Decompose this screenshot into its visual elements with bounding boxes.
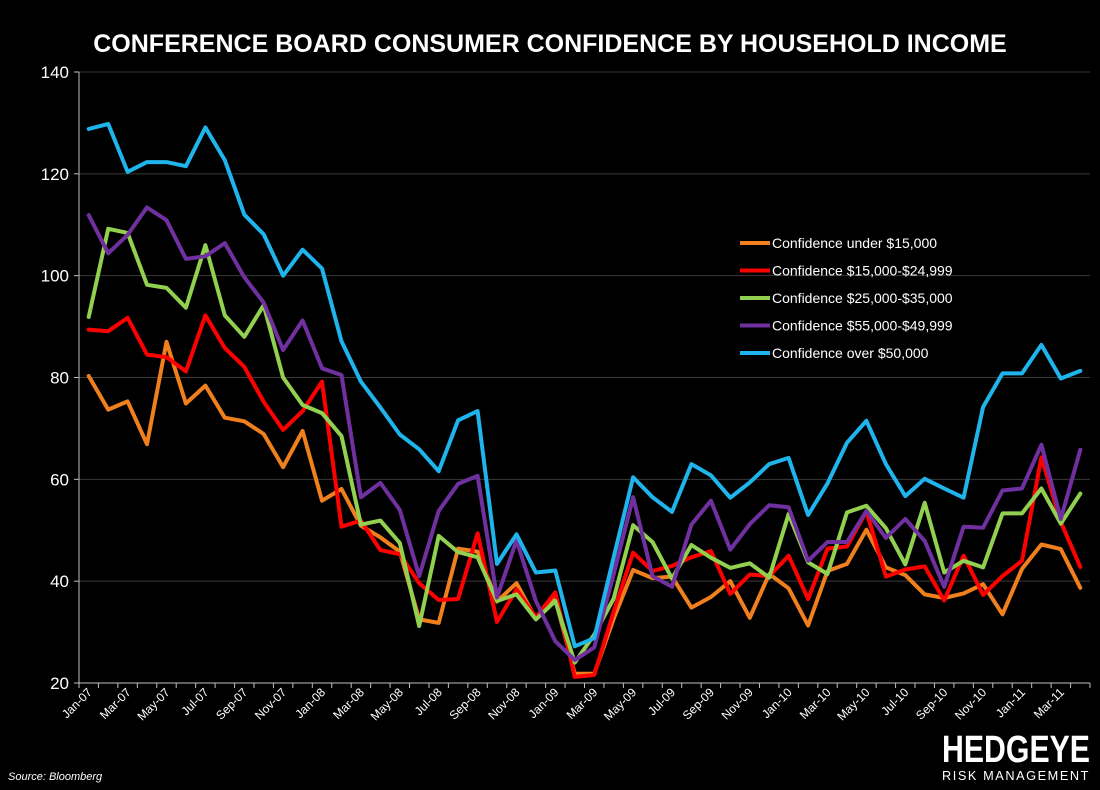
x-tick-label-May-08: May-08	[368, 685, 406, 723]
y-tick-label-20: 20	[50, 674, 69, 693]
x-tick-label-Jul-09: Jul-09	[645, 685, 678, 718]
x-tick-label-Jan-11: Jan-11	[993, 685, 1028, 720]
x-axis: Jan-07 Mar-07 May-07 Jul-07 Sep-07 Nov-07 Jan-…	[59, 682, 1091, 723]
x-tick-label-Jan-09: Jan-09	[526, 685, 562, 721]
x-tick-label-Sep-07: Sep-07	[213, 685, 250, 722]
x-tick-label-Nov-07: Nov-07	[252, 685, 289, 722]
x-tick-label-Nov-08: Nov-08	[485, 685, 522, 722]
series-line-2	[86, 226, 1083, 665]
hedgeye-logo: HEDGEYE RISK MANAGEMENT	[942, 729, 1090, 783]
legend-label-0: Confidence under $15,000	[772, 235, 937, 251]
y-tick-label-80: 80	[50, 369, 69, 388]
x-tick-label-Jul-10: Jul-10	[878, 685, 911, 718]
x-tick-label-May-07: May-07	[134, 685, 172, 723]
x-tick-label-Mar-07: Mar-07	[97, 685, 134, 722]
x-tick-label-Jul-08: Jul-08	[412, 685, 445, 718]
x-tick-label-Sep-10: Sep-10	[913, 685, 950, 722]
y-tick-label-140: 140	[41, 63, 69, 82]
y-tick-label-100: 100	[41, 267, 69, 286]
x-tick-label-Mar-08: Mar-08	[330, 685, 367, 722]
x-tick-label-Mar-09: Mar-09	[564, 685, 601, 722]
x-tick-label-Nov-09: Nov-09	[719, 685, 756, 722]
x-tick-label-Nov-10: Nov-10	[952, 685, 989, 722]
legend-label-2: Confidence $25,000-$35,000	[772, 290, 953, 306]
legend-label-3: Confidence $55,000-$49,999	[772, 318, 953, 334]
x-tick-label-Mar-10: Mar-10	[797, 685, 834, 722]
gridlines	[79, 71, 1090, 582]
logo-sub-text: RISK MANAGEMENT	[942, 768, 1090, 783]
legend-label-1: Confidence $15,000-$24,999	[772, 263, 953, 279]
legend: Confidence under $15,000 Confidence $15,0…	[740, 235, 953, 361]
source-note: Source: Bloomberg	[8, 771, 103, 783]
series-line-3	[86, 205, 1083, 663]
x-tick-label-Mar-11: Mar-11	[1031, 685, 1067, 721]
y-tick-label-120: 120	[41, 165, 69, 184]
y-tick-label-40: 40	[50, 572, 69, 591]
chart-title: CONFERENCE BOARD CONSUMER CONFIDENCE BY …	[93, 30, 1006, 58]
x-tick-label-Jul-07: Jul-07	[178, 685, 211, 718]
x-tick-label-Jan-10: Jan-10	[759, 685, 795, 721]
legend-label-4: Confidence over $50,000	[772, 345, 929, 361]
series-line-4	[86, 121, 1083, 649]
x-tick-label-Sep-09: Sep-09	[680, 685, 717, 722]
logo-main-text: HEDGEYE	[942, 729, 1090, 771]
series-line-0	[86, 339, 1083, 676]
x-tick-label-May-09: May-09	[601, 685, 639, 723]
x-tick-label-May-10: May-10	[834, 685, 872, 723]
y-axis: 20 40 60 80 100 120 140	[41, 63, 80, 693]
series-line-1	[86, 313, 1083, 679]
x-tick-label-Sep-08: Sep-08	[446, 685, 483, 722]
y-tick-label-60: 60	[50, 470, 69, 489]
series-lines	[86, 121, 1083, 679]
x-tick-label-Jan-08: Jan-08	[292, 685, 328, 721]
